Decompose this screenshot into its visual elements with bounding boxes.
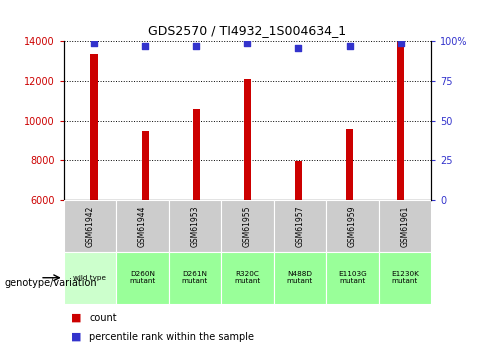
Title: GDS2570 / TI4932_1S004634_1: GDS2570 / TI4932_1S004634_1	[148, 24, 346, 38]
Point	[294, 45, 302, 50]
Bar	[169, 200, 221, 252]
Bar	[116, 252, 169, 304]
Point	[244, 40, 251, 46]
Bar	[221, 252, 274, 304]
Point	[397, 40, 405, 46]
Bar	[274, 252, 326, 304]
Bar	[116, 200, 169, 252]
Text: wild type: wild type	[74, 275, 106, 281]
Text: GSM61942: GSM61942	[85, 205, 95, 247]
Bar	[346, 129, 353, 319]
Text: genotype/variation: genotype/variation	[5, 278, 98, 288]
Bar	[193, 109, 200, 319]
Text: GSM61957: GSM61957	[295, 205, 304, 247]
Bar	[274, 200, 326, 252]
Text: D260N
mutant: D260N mutant	[129, 271, 156, 284]
Bar	[326, 252, 379, 304]
Point	[142, 43, 149, 49]
Bar	[294, 161, 302, 319]
Bar	[379, 200, 431, 252]
Point	[345, 43, 353, 49]
Point	[90, 40, 98, 46]
Bar	[64, 252, 116, 304]
Text: D261N
mutant: D261N mutant	[182, 271, 208, 284]
Text: GSM61959: GSM61959	[348, 205, 357, 247]
Bar	[64, 200, 116, 252]
Text: E1230K
mutant: E1230K mutant	[391, 271, 419, 284]
Bar	[221, 200, 274, 252]
Text: count: count	[89, 313, 117, 323]
Text: N488D
mutant: N488D mutant	[287, 271, 313, 284]
Bar	[169, 252, 221, 304]
Bar	[244, 79, 251, 319]
Text: E1103G
mutant: E1103G mutant	[338, 271, 367, 284]
Point	[193, 43, 200, 49]
Bar	[326, 200, 379, 252]
Text: GSM61953: GSM61953	[191, 205, 199, 247]
Text: GSM61955: GSM61955	[243, 205, 252, 247]
Bar	[379, 252, 431, 304]
Text: GSM61961: GSM61961	[400, 205, 410, 247]
Bar	[142, 131, 149, 319]
Text: ■: ■	[71, 332, 81, 342]
Text: percentile rank within the sample: percentile rank within the sample	[89, 332, 254, 342]
Text: R320C
mutant: R320C mutant	[234, 271, 261, 284]
Bar	[397, 42, 404, 319]
Text: ■: ■	[71, 313, 81, 323]
Text: GSM61944: GSM61944	[138, 205, 147, 247]
Bar	[91, 54, 98, 319]
